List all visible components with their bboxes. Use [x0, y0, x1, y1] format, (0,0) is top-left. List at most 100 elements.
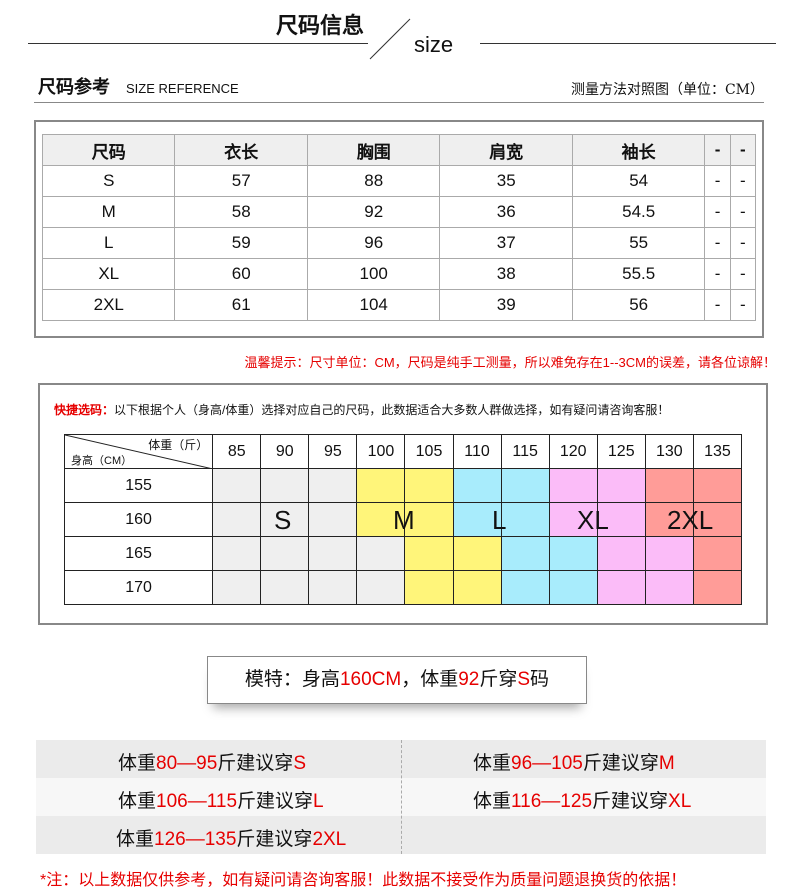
weight-header: 120: [548, 434, 598, 469]
size-cell: 56: [571, 289, 706, 321]
size-label-2xl: 2XL: [667, 505, 714, 535]
height-label: 155: [63, 468, 214, 503]
page-title: 尺码信息: [276, 13, 365, 38]
size-cell: -: [729, 227, 757, 259]
page-subtitle: size: [414, 32, 454, 57]
size-cell: M: [41, 196, 176, 228]
weight-height-grid: 体重（斤） 身高（CM） 85 90 95 100 105 110 115 120 125 130…: [63, 434, 743, 605]
rec-mid: 斤建议穿: [592, 791, 669, 812]
corner-diagonal: [65, 435, 213, 469]
grid-cell-m: [356, 502, 406, 537]
recommendation: 体重106—115斤建议穿L: [118, 786, 324, 813]
rec-pre: 体重: [473, 791, 512, 812]
grid-cell-s: [212, 570, 262, 605]
size-cell: -: [729, 196, 757, 228]
grid-cell-l: [548, 536, 598, 571]
grid-cell-s: [260, 502, 310, 537]
size-cell: -: [729, 165, 757, 197]
size-cell: 96: [306, 227, 441, 259]
rec-mid: 斤建议穿: [236, 829, 313, 850]
recommendation: 体重96—105斤建议穿M: [473, 748, 675, 775]
size-row: S 57 88 35 54- -: [41, 165, 757, 197]
weight-header: 100: [356, 434, 406, 469]
height-row: 160: [63, 502, 743, 537]
size-col-header: 胸围: [306, 134, 441, 166]
grid-cell-xl: [596, 570, 646, 605]
rec-pre: 体重: [473, 753, 512, 774]
size-cell: 104: [306, 289, 441, 321]
weight-header: 135: [692, 434, 743, 469]
grid-corner: 体重（斤） 身高（CM）: [63, 434, 214, 469]
size-cell: S: [41, 165, 176, 197]
grid-cell-l: [500, 468, 550, 503]
grid-cell-m: [404, 570, 454, 605]
rec-range: 80—95: [156, 753, 218, 774]
size-table: 尺码 衣长 胸围 肩宽 袖长 - - S 57 88 35 54- - M 58 92 36 54.5- - L 59…: [41, 134, 757, 321]
grid-cell-m: [356, 468, 406, 503]
size-cell: 39: [439, 289, 573, 321]
size-row: XL 60 100 38 55.5- -: [41, 258, 757, 290]
grid-cell-s: [308, 468, 358, 503]
recommendation: 体重80—95斤建议穿S: [118, 748, 306, 775]
grid-cell-s: [212, 468, 262, 503]
quick-select-text: 以下根据个人（身高/体重）选择对应自己的尺码，此数据适合大多数人群做选择，如有疑…: [114, 403, 670, 417]
reference-title-en: SIZE REFERENCE: [126, 81, 239, 96]
model-weight: 92: [458, 669, 480, 690]
grid-cell-l: [500, 502, 550, 537]
size-row: L 59 96 37 55- -: [41, 227, 757, 259]
size-col-header: 肩宽: [439, 134, 573, 166]
model-size: S: [517, 669, 531, 690]
model-height: 160CM: [339, 669, 402, 690]
weight-header: 95: [308, 434, 358, 469]
grid-cell-s: [260, 536, 310, 571]
size-cell: 35: [439, 165, 573, 197]
grid-cell-2xl: [692, 468, 743, 503]
warning-text: 温馨提示：尺寸单位：CM，尺码是纯手工测量，所以难免存在1--3CM的误差，请各…: [244, 355, 776, 370]
model-text: ，体重: [401, 669, 459, 690]
size-col-header: -: [704, 134, 731, 166]
size-cell: 55: [571, 227, 706, 259]
size-cell: -: [729, 258, 757, 290]
size-cell: -: [729, 289, 757, 321]
grid-cell-xl: [596, 468, 646, 503]
height-label: 170: [63, 570, 214, 605]
size-cell: -: [704, 227, 731, 259]
grid-cell-s: [260, 468, 310, 503]
size-cell: 54: [571, 165, 706, 197]
size-col-header: 袖长: [571, 134, 706, 166]
corner-height-label: 身高（CM）: [71, 455, 133, 467]
size-label-m: M: [393, 505, 415, 535]
slash-divider: [369, 18, 411, 60]
weight-header: 105: [404, 434, 454, 469]
size-label-xl: XL: [577, 505, 609, 535]
reference-title: 尺码参考: [38, 77, 110, 97]
size-cell: 38: [439, 258, 573, 290]
rec-pre: 体重: [116, 829, 155, 850]
size-cell: -: [704, 289, 731, 321]
rec-range: 116—125: [511, 791, 593, 812]
recommend-divider: [401, 740, 402, 854]
size-cell: 92: [306, 196, 441, 228]
size-col-header: 尺码: [41, 134, 176, 166]
rec-mid: 斤建议穿: [217, 753, 294, 774]
model-text: 码: [530, 669, 550, 690]
corner-weight-label: 体重（斤）: [148, 438, 209, 452]
grid-cell-2xl: [644, 468, 694, 503]
size-label-l: L: [492, 505, 507, 535]
grid-cell-2xl: [692, 570, 743, 605]
grid-cell-2xl: [692, 536, 743, 571]
recommendation: 体重116—125斤建议穿XL: [473, 786, 691, 813]
rec-pre: 体重: [118, 791, 157, 812]
rec-mid: 斤建议穿: [237, 791, 314, 812]
measure-method-label: 测量方法对照图（单位：CM）: [570, 82, 764, 98]
model-info: 模特：身高160CM，体重92斤穿S码: [207, 656, 587, 704]
grid-cell-s: [356, 570, 406, 605]
weight-header: 130: [644, 434, 694, 469]
grid-cell-s: [260, 570, 310, 605]
size-cell: 88: [306, 165, 441, 197]
grid-cell-s: [212, 502, 262, 537]
size-cell: 36: [439, 196, 573, 228]
size-cell: 100: [306, 258, 441, 290]
recommendation: 体重126—135斤建议穿2XL: [116, 824, 346, 851]
rec-range: 96—105: [511, 753, 583, 774]
